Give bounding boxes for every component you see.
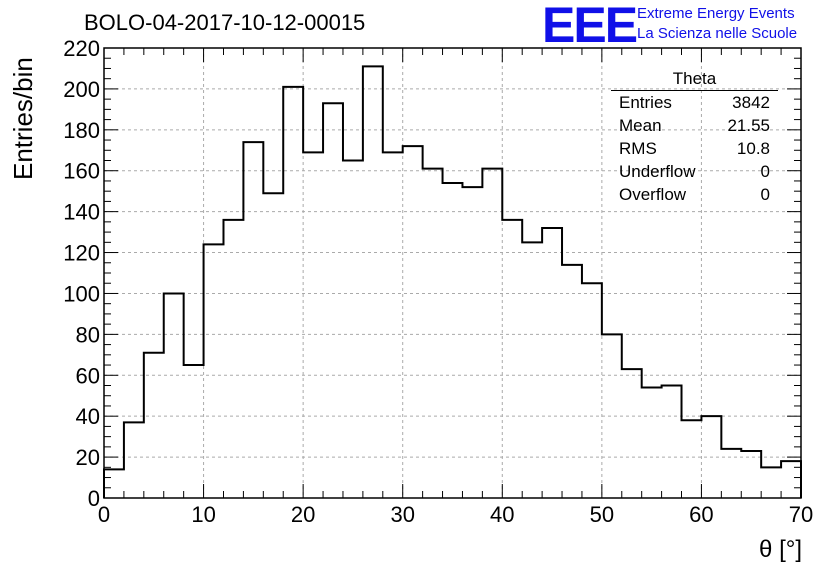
- y-tick-label: 0: [88, 486, 100, 511]
- x-axis-label: θ [°]: [759, 536, 802, 563]
- logo-subtitle-2: La Scienza nelle Scuole: [637, 25, 798, 42]
- stats-label: RMS: [619, 139, 657, 158]
- histogram-outline: [103, 65, 802, 498]
- y-tick-label: 80: [76, 322, 100, 347]
- x-tick-label: 0: [98, 502, 110, 527]
- stats-value: 3842: [732, 93, 770, 112]
- y-tick-label: 140: [63, 200, 100, 225]
- eee-logo: EEE: [542, 0, 638, 53]
- x-tick-label: 50: [590, 502, 614, 527]
- stats-row-underflow: Underflow 0: [611, 160, 778, 183]
- y-tick-label: 20: [76, 445, 100, 470]
- stats-label: Overflow: [619, 185, 687, 204]
- x-tick-label: 30: [390, 502, 414, 527]
- x-tick-label: 70: [789, 502, 813, 527]
- stats-box: Theta Entries 3842 Mean 21.55 RMS 10.8 U…: [611, 68, 778, 206]
- stats-label: Underflow: [619, 162, 696, 181]
- stats-label: Entries: [619, 93, 672, 112]
- stats-row-overflow: Overflow 0: [611, 183, 778, 206]
- y-tick-label: 120: [63, 241, 100, 266]
- axis-ticks: [103, 47, 802, 499]
- x-tick-label: 60: [689, 502, 713, 527]
- y-tick-label: 60: [76, 363, 100, 388]
- stats-row-mean: Mean 21.55: [611, 114, 778, 137]
- stats-label: Mean: [619, 116, 662, 135]
- stats-value: 10.8: [736, 139, 770, 158]
- x-tick-label: 10: [191, 502, 215, 527]
- x-tick-label: 20: [291, 502, 315, 527]
- stats-name: Theta: [611, 68, 778, 91]
- stats-row-entries: Entries 3842: [611, 91, 778, 114]
- stats-value: 21.55: [727, 116, 770, 135]
- stats-row-rms: RMS 10.8: [611, 137, 778, 160]
- stats-value: 0: [760, 162, 770, 181]
- y-tick-label: 100: [63, 281, 100, 306]
- y-tick-label: 220: [63, 36, 100, 61]
- x-tick-label: 40: [490, 502, 514, 527]
- grid-lines: [104, 48, 801, 498]
- stats-value: 0: [760, 185, 770, 204]
- logo-subtitle-1: Extreme Energy Events: [637, 5, 795, 22]
- y-tick-label: 160: [63, 159, 100, 184]
- y-tick-label: 40: [76, 404, 100, 429]
- y-tick-label: 200: [63, 77, 100, 102]
- chart-title: BOLO-04-2017-10-12-00015: [84, 10, 366, 35]
- y-tick-label: 180: [63, 118, 100, 143]
- y-axis-label: Entries/bin: [8, 57, 38, 180]
- axis-tick-labels: 0 10 20 30 40 50 60 70 0 20 40 60 80 100 120 140 160 180 2…: [63, 36, 813, 527]
